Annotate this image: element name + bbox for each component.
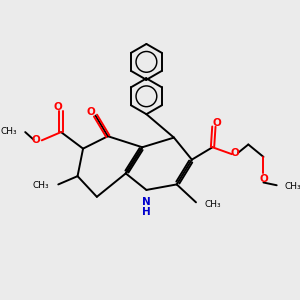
Text: O: O [212, 118, 221, 128]
Text: N: N [142, 197, 151, 207]
Text: O: O [86, 107, 95, 117]
Text: H: H [142, 207, 151, 217]
Text: O: O [53, 102, 62, 112]
Text: CH₃: CH₃ [205, 200, 221, 209]
Text: O: O [231, 148, 240, 158]
Text: CH₃: CH₃ [1, 127, 17, 136]
Text: CH₃: CH₃ [284, 182, 300, 191]
Text: O: O [32, 134, 40, 145]
Text: CH₃: CH₃ [33, 181, 50, 190]
Text: O: O [259, 175, 268, 184]
